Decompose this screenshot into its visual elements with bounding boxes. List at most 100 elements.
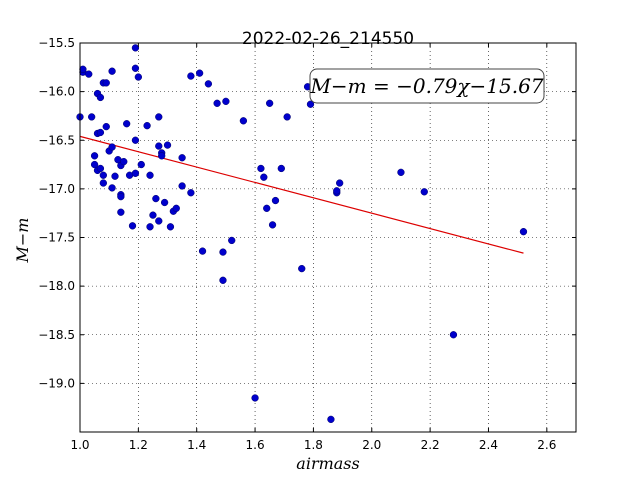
y-axis-label: M−m bbox=[13, 218, 32, 264]
data-point bbox=[333, 187, 341, 195]
data-point bbox=[85, 70, 93, 78]
data-point bbox=[204, 80, 213, 88]
data-point bbox=[198, 247, 207, 255]
x-tick-label: 1.0 bbox=[70, 438, 89, 452]
data-point bbox=[283, 113, 291, 121]
fit-line-layer bbox=[79, 135, 524, 254]
y-tick-label: −19.0 bbox=[38, 376, 75, 390]
x-tick-label: 1.8 bbox=[304, 438, 323, 452]
data-point bbox=[306, 100, 315, 108]
data-point bbox=[155, 113, 163, 121]
data-point bbox=[166, 223, 175, 231]
data-point bbox=[102, 122, 110, 131]
data-point bbox=[195, 69, 204, 77]
fit-equation: M−m = −0.79χ−15.67 bbox=[309, 74, 543, 98]
data-point bbox=[90, 160, 99, 169]
data-point bbox=[117, 193, 125, 201]
data-point bbox=[268, 221, 277, 229]
data-point bbox=[420, 188, 428, 196]
data-point bbox=[265, 99, 274, 107]
data-point bbox=[131, 136, 140, 144]
data-point bbox=[143, 122, 151, 130]
y-tick-label: −18.0 bbox=[38, 279, 75, 293]
x-tick-label: 2.2 bbox=[421, 438, 440, 452]
fit-annotation: M−m = −0.79χ−15.67 bbox=[309, 68, 545, 104]
data-point bbox=[108, 67, 116, 75]
data-point bbox=[219, 276, 227, 284]
y-tick-label: −17.0 bbox=[38, 182, 75, 196]
x-tick-label: 1.4 bbox=[187, 438, 206, 452]
data-point bbox=[99, 179, 107, 187]
data-point bbox=[146, 223, 154, 231]
data-point bbox=[120, 157, 128, 166]
data-point bbox=[163, 141, 172, 149]
data-point bbox=[146, 171, 154, 179]
x-tick-label: 1.6 bbox=[246, 438, 265, 452]
data-point bbox=[102, 79, 110, 87]
x-axis-label: airmass bbox=[296, 454, 359, 473]
data-point bbox=[149, 211, 157, 219]
data-point bbox=[99, 171, 107, 179]
data-point bbox=[519, 228, 528, 236]
data-point bbox=[108, 143, 116, 151]
x-tick-labels: 1.0 1.2 1.4 1.6 1.8 2.0 2.2 2.4 2.6 bbox=[70, 438, 556, 452]
data-point bbox=[117, 208, 125, 216]
data-point bbox=[260, 173, 268, 181]
data-point bbox=[228, 236, 236, 245]
data-point bbox=[152, 194, 160, 203]
data-point bbox=[257, 164, 265, 173]
data-point bbox=[131, 44, 140, 52]
data-point bbox=[187, 189, 195, 197]
data-point bbox=[277, 164, 285, 173]
data-point bbox=[219, 248, 227, 256]
data-point bbox=[172, 204, 180, 212]
data-point bbox=[263, 204, 271, 212]
data-point bbox=[108, 184, 116, 192]
data-point bbox=[271, 196, 280, 205]
x-tick-label: 2.0 bbox=[362, 438, 381, 452]
x-tick-label: 1.2 bbox=[129, 438, 148, 452]
data-point bbox=[160, 198, 169, 207]
data-point bbox=[251, 394, 259, 402]
data-point bbox=[155, 217, 163, 225]
axis-ticks bbox=[79, 42, 576, 432]
data-point bbox=[336, 179, 344, 187]
y-tick-label: −16.0 bbox=[38, 85, 75, 99]
data-point bbox=[327, 415, 335, 424]
y-tick-label: −16.5 bbox=[38, 133, 75, 147]
data-point bbox=[96, 93, 105, 102]
data-point bbox=[131, 64, 140, 72]
data-point bbox=[449, 331, 458, 339]
data-point bbox=[137, 160, 145, 169]
data-point bbox=[88, 113, 96, 121]
y-tick-label: −18.5 bbox=[38, 328, 75, 342]
chart-title: 2022-02-26_214550 bbox=[242, 29, 414, 49]
data-point bbox=[187, 72, 195, 80]
y-tick-labels: −15.5 −16.0 −16.5 −17.0 −17.5 −18.0 −18.5 −19.0 bbox=[38, 36, 75, 390]
data-point bbox=[178, 154, 186, 162]
data-points bbox=[76, 44, 528, 424]
data-point bbox=[213, 99, 221, 107]
data-point bbox=[90, 152, 99, 160]
data-point bbox=[158, 152, 166, 160]
data-point bbox=[96, 164, 105, 173]
data-point bbox=[178, 182, 186, 190]
data-point bbox=[298, 264, 306, 273]
data-point bbox=[239, 117, 248, 125]
data-point bbox=[155, 142, 163, 150]
x-tick-label: 2.4 bbox=[479, 438, 498, 452]
data-point bbox=[134, 73, 143, 81]
data-point bbox=[397, 168, 405, 176]
y-tick-label: −15.5 bbox=[38, 36, 75, 50]
fit-line bbox=[79, 135, 524, 254]
data-point bbox=[96, 128, 105, 137]
data-point bbox=[111, 172, 119, 180]
data-point bbox=[131, 169, 140, 177]
data-point bbox=[79, 65, 87, 73]
x-tick-label: 2.6 bbox=[537, 438, 556, 452]
data-point bbox=[128, 222, 137, 230]
y-tick-label: −17.5 bbox=[38, 231, 75, 245]
annotation-box bbox=[309, 68, 545, 104]
data-point bbox=[123, 120, 131, 128]
